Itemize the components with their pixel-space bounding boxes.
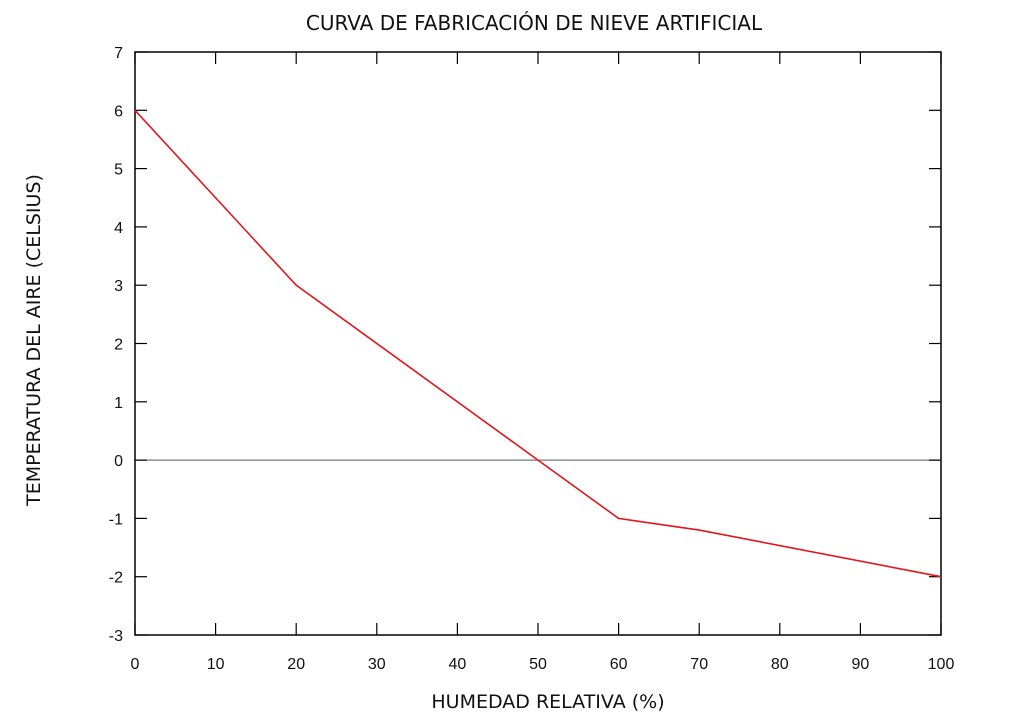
y-tick-label: 3 — [114, 278, 123, 295]
x-tick-label: 60 — [610, 656, 628, 673]
y-tick-label: 7 — [114, 45, 123, 62]
x-tick-label: 40 — [449, 656, 467, 673]
y-tick-label: 1 — [114, 395, 123, 412]
x-tick-label: 0 — [131, 656, 140, 673]
x-tick-label: 50 — [529, 656, 547, 673]
y-axis-label: TEMPERATURA DEL AIRE (CELSIUS) — [23, 174, 45, 507]
y-tick-label: 0 — [114, 453, 123, 470]
x-tick-label: 90 — [852, 656, 870, 673]
x-axis-label: HUMEDAD RELATIVA (%) — [431, 691, 664, 713]
x-axis-ticks: 0 10 20 30 40 50 60 70 80 90 100 — [131, 52, 955, 673]
y-tick-label: -1 — [109, 511, 123, 528]
series-layer — [134, 109, 942, 578]
y-tick-label: 2 — [114, 337, 123, 354]
series-line — [134, 109, 942, 578]
chart-title: CURVA DE FABRICACIÓN DE NIEVE ARTIFICIAL — [306, 11, 763, 35]
x-tick-label: 30 — [368, 656, 386, 673]
plot-area: 0 10 20 30 40 50 60 70 80 90 100 -3 -2 -1 0 1 2 3 4 5 6 7 — [109, 45, 955, 673]
y-axis-ticks: -3 -2 -1 0 1 2 3 4 5 6 7 — [109, 45, 941, 645]
y-tick-label: 5 — [114, 162, 123, 179]
y-tick-label: 6 — [114, 103, 123, 120]
x-tick-label: 70 — [690, 656, 708, 673]
x-tick-label: 100 — [928, 656, 955, 673]
y-tick-label: -2 — [109, 570, 123, 587]
plot-frame — [134, 51, 942, 636]
y-tick-label: -3 — [109, 628, 123, 645]
x-tick-label: 80 — [771, 656, 789, 673]
x-tick-label: 20 — [287, 656, 305, 673]
y-tick-label: 4 — [114, 220, 123, 237]
x-tick-label: 10 — [207, 656, 225, 673]
